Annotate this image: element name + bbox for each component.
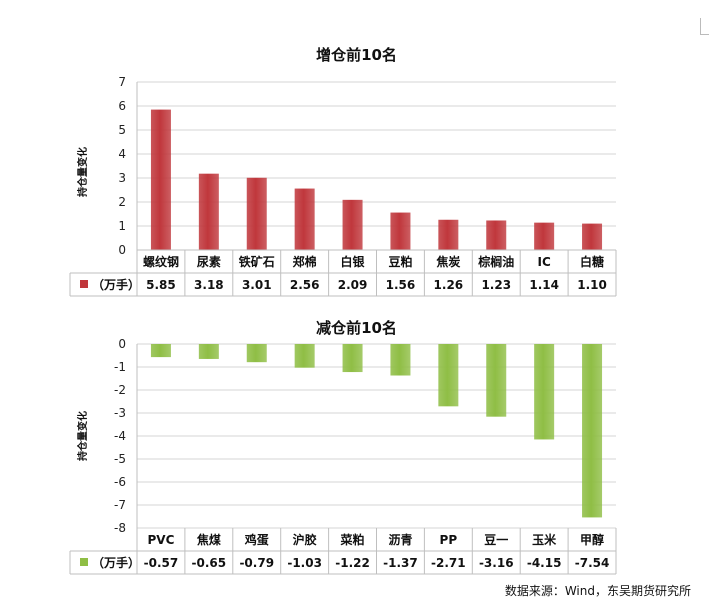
decrease-chart: 减仓前10名 0 -1 -2 -3 -4 -5 -6 -7 -8 持仓量变化 PVC -0.57 焦煤 -0… (69, 319, 617, 575)
value-label: 2.56 (290, 278, 320, 292)
bar (294, 344, 315, 368)
value-label: 1.14 (529, 278, 559, 292)
value-label: -0.57 (144, 556, 179, 570)
bar (582, 344, 603, 518)
y-tick-label: -1 (114, 360, 126, 374)
category-label: 螺纹钢 (143, 254, 179, 269)
y-tick-label: 6 (118, 99, 126, 113)
bar (198, 173, 219, 250)
category-label: 沥青 (388, 532, 412, 547)
y-tick-label: 2 (118, 195, 126, 209)
value-label: 3.01 (242, 278, 272, 292)
legend-swatch (80, 558, 88, 566)
chart-title: 增仓前10名 (316, 46, 397, 64)
bar (198, 344, 219, 359)
category-label: IC (538, 255, 551, 269)
category-label: 甲醇 (580, 532, 604, 547)
category-label: 白银 (341, 254, 366, 269)
category-label: 尿素 (197, 254, 221, 269)
bar (582, 223, 603, 250)
category-label: 豆粕 (388, 254, 412, 269)
category-label: 白糖 (580, 254, 604, 269)
value-label: 1.26 (434, 278, 464, 292)
category-label: 豆一 (484, 533, 508, 547)
y-tick-label: -6 (114, 475, 126, 489)
y-tick-label: -5 (114, 452, 126, 466)
chart-title: 减仓前10名 (316, 319, 397, 337)
value-label: -4.15 (527, 556, 562, 570)
source-note: 数据来源：Wind，东吴期货研究所 (504, 584, 691, 598)
value-label: -0.65 (192, 556, 227, 570)
value-label: -0.79 (239, 556, 274, 570)
value-label: -1.03 (287, 556, 322, 570)
value-label: 1.23 (481, 278, 511, 292)
bar (342, 344, 363, 373)
corner-mark (700, 18, 709, 35)
category-label: 焦煤 (196, 532, 221, 547)
y-tick-label: 5 (118, 123, 126, 137)
bar (342, 199, 363, 250)
bar (150, 109, 171, 250)
category-label: 棕榈油 (477, 254, 514, 269)
legend-label: （万手） (92, 277, 140, 292)
bar (486, 344, 507, 417)
bar (246, 177, 267, 250)
y-tick-label: 0 (118, 243, 126, 257)
bar (390, 212, 411, 250)
y-tick-label: 1 (118, 219, 126, 233)
value-label: 1.56 (386, 278, 416, 292)
category-label: 鸡蛋 (244, 532, 269, 547)
y-tick-label: 4 (118, 147, 126, 161)
value-label: -1.37 (383, 556, 418, 570)
y-tick-label: -7 (114, 498, 126, 512)
bar (534, 344, 555, 440)
legend-label: （万手） (92, 555, 140, 570)
category-label: 焦炭 (435, 254, 460, 269)
category-label: 玉米 (532, 532, 557, 547)
bar (534, 222, 555, 250)
bar (486, 220, 507, 250)
value-label: 1.10 (577, 278, 607, 292)
value-label: -3.16 (479, 556, 514, 570)
y-tick-label: -4 (114, 429, 126, 443)
y-axis-label: 持仓量变化 (76, 147, 89, 197)
value-label: 5.85 (146, 278, 176, 292)
category-label: 沪胶 (293, 532, 317, 547)
bar (150, 344, 171, 358)
y-tick-label: 3 (118, 171, 126, 185)
y-tick-label: -8 (114, 521, 126, 535)
category-label: 菜粕 (340, 532, 365, 547)
value-label: 2.09 (338, 278, 368, 292)
bar (390, 344, 411, 376)
value-label: -1.22 (335, 556, 370, 570)
bar (294, 188, 315, 250)
value-label: 3.18 (194, 278, 224, 292)
y-tick-label: -3 (114, 406, 126, 420)
value-label: -7.54 (575, 556, 610, 570)
bar (246, 344, 267, 363)
category-label: PP (440, 533, 458, 547)
bar (438, 344, 459, 407)
category-label: PVC (148, 533, 175, 547)
category-label: 郑棉 (293, 254, 317, 269)
category-label: 铁矿石 (239, 254, 275, 269)
y-tick-label: -2 (114, 383, 126, 397)
y-axis-label: 持仓量变化 (76, 411, 89, 461)
y-tick-label: 0 (118, 337, 126, 351)
y-tick-label: 7 (118, 75, 126, 89)
value-label: -2.71 (431, 556, 466, 570)
bar (438, 219, 459, 250)
legend-swatch (80, 280, 88, 288)
